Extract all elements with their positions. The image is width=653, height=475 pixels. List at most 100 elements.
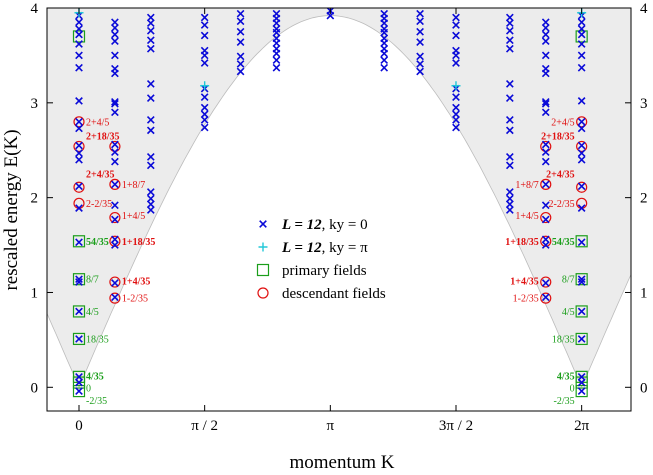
- annotation-label: 2+4/5: [551, 117, 574, 128]
- data-point-square: [72, 384, 86, 398]
- legend-entry: L = 12, ky = 0: [281, 217, 368, 233]
- data-point-x: [75, 378, 83, 387]
- data-point-x: [577, 182, 586, 191]
- data-point-x: [577, 275, 586, 284]
- data-point-x: [541, 293, 550, 302]
- data-point-x: [452, 13, 460, 22]
- data-point-x: [111, 37, 119, 46]
- x-axis-label: momentum K: [289, 452, 394, 473]
- data-point-x: [75, 372, 83, 381]
- data-point-x: [236, 67, 245, 76]
- data-point-x: [146, 161, 155, 170]
- data-point-x: [452, 110, 460, 119]
- data-point-x: [505, 194, 514, 203]
- data-point-x: [416, 9, 424, 18]
- data-point-x: [272, 63, 281, 72]
- data-point-square: [72, 332, 86, 346]
- annotation-label: 1-2/35: [513, 294, 539, 305]
- data-point-x: [541, 180, 550, 189]
- data-point-x: [416, 27, 424, 36]
- data-point-x: [146, 36, 155, 45]
- annotation-label: 8/7: [562, 275, 575, 286]
- data-point-x: [505, 200, 514, 209]
- annotation-label: 4/5: [86, 307, 99, 318]
- data-point-x: [200, 123, 209, 132]
- y-tick-label: 2: [31, 191, 39, 207]
- x-tick-label: 3π / 2: [439, 418, 473, 434]
- data-point-x: [541, 201, 550, 210]
- data-point-x: [146, 116, 155, 124]
- data-point-x: [577, 40, 586, 48]
- annotation-label: 2+4/35: [546, 169, 574, 180]
- data-point-x: [146, 79, 155, 88]
- data-point-square: [72, 273, 86, 286]
- annotation-label: 1+8/7: [515, 180, 538, 191]
- annotation-label: 1+4/5: [515, 211, 538, 222]
- data-point-x: [236, 9, 245, 18]
- data-point-x: [541, 30, 550, 39]
- data-point-square: [575, 384, 588, 398]
- data-point-x: [577, 141, 586, 150]
- data-point-x: [541, 215, 550, 224]
- legend-entry: descendant fields: [282, 286, 386, 302]
- annotation-label: 1+18/35: [505, 237, 538, 248]
- data-point-x: [75, 278, 83, 286]
- data-point-x: [416, 67, 424, 76]
- data-point-circle: [540, 211, 552, 224]
- data-point-square: [575, 305, 588, 318]
- annotation-label: 1+4/5: [122, 211, 145, 222]
- data-point-x: [416, 38, 424, 47]
- data-point-x: [146, 44, 155, 53]
- data-point-square: [575, 332, 588, 346]
- data-point-+: [200, 81, 210, 91]
- x-tick-label: π: [327, 418, 335, 434]
- data-point-x: [541, 140, 550, 149]
- data-point-x: [111, 140, 119, 149]
- data-point-x: [541, 98, 550, 106]
- data-point-x: [452, 21, 460, 29]
- y-tick-label-right: 4: [640, 1, 648, 17]
- data-point-circle: [73, 140, 85, 153]
- data-point-x: [380, 24, 389, 33]
- annotation-label: 0: [570, 384, 575, 395]
- data-point-x: [505, 79, 514, 88]
- data-point-x: [200, 93, 209, 101]
- legend-marker-+: [258, 242, 268, 252]
- data-point-x: [200, 21, 209, 29]
- annotation-label: 2+18/35: [541, 132, 574, 143]
- data-point-x: [75, 51, 83, 60]
- data-point-x: [577, 124, 586, 133]
- data-point-circle: [576, 116, 588, 128]
- legend-entry: primary fields: [282, 263, 367, 279]
- data-point-x: [416, 52, 424, 61]
- data-point-x: [541, 235, 550, 244]
- data-point-circle: [109, 292, 121, 304]
- data-point-x: [111, 241, 119, 249]
- legend-entry: L = 12, ky = π: [281, 240, 368, 256]
- data-point-x: [505, 44, 514, 53]
- y-tick-label: 3: [31, 96, 39, 112]
- data-point-x: [200, 13, 209, 22]
- data-point-x: [577, 204, 586, 212]
- data-point-x: [541, 64, 550, 73]
- data-point-x: [75, 387, 83, 395]
- data-point-x: [75, 155, 83, 164]
- y-tick-label-right: 0: [640, 380, 648, 396]
- data-point-x: [200, 103, 209, 112]
- data-point-x: [111, 279, 119, 287]
- data-point-x: [75, 40, 83, 48]
- data-point-x: [75, 18, 83, 27]
- data-point-x: [505, 94, 514, 102]
- continuum-region: [47, 8, 631, 388]
- data-point-x: [111, 99, 119, 108]
- data-point-x: [577, 149, 586, 157]
- y-tick-label-right: 1: [640, 285, 648, 301]
- data-point-x: [541, 18, 550, 27]
- data-point-x: [111, 30, 119, 39]
- data-point-square: [575, 273, 588, 286]
- data-point-x: [505, 153, 514, 161]
- data-point-x: [452, 31, 460, 40]
- data-point-circle: [109, 178, 121, 190]
- data-point-x: [200, 46, 209, 55]
- y-tick-label-right: 2: [640, 191, 648, 207]
